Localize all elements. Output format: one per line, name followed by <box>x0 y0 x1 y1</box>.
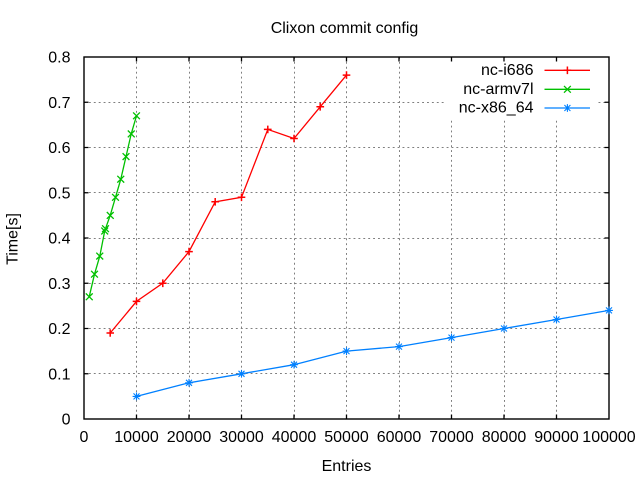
svg-text:nc-armv7l: nc-armv7l <box>463 81 533 98</box>
svg-text:90000: 90000 <box>534 429 579 446</box>
svg-text:20000: 20000 <box>167 429 212 446</box>
svg-text:40000: 40000 <box>272 429 317 446</box>
svg-text:0.7: 0.7 <box>44 95 71 112</box>
svg-text:0: 0 <box>80 429 89 446</box>
svg-text:0.3: 0.3 <box>44 276 71 293</box>
svg-text:0.1: 0.1 <box>44 366 71 383</box>
svg-text:nc-i686: nc-i686 <box>481 62 534 79</box>
svg-text:10000: 10000 <box>114 429 159 446</box>
svg-text:Clixon commit config: Clixon commit config <box>271 20 419 37</box>
svg-text:60000: 60000 <box>377 429 422 446</box>
svg-text:0.4: 0.4 <box>44 231 71 248</box>
svg-text:Time[s]: Time[s] <box>5 213 22 265</box>
svg-text:0: 0 <box>57 412 70 429</box>
svg-text:80000: 80000 <box>482 429 527 446</box>
svg-text:100000: 100000 <box>582 429 635 446</box>
svg-text:Entries: Entries <box>322 458 372 475</box>
svg-text:0.5: 0.5 <box>44 185 71 202</box>
svg-text:0.8: 0.8 <box>44 50 71 67</box>
svg-text:0.6: 0.6 <box>44 140 71 157</box>
svg-text:30000: 30000 <box>219 429 264 446</box>
svg-text:50000: 50000 <box>324 429 369 446</box>
svg-text:nc-x86_64: nc-x86_64 <box>459 100 534 117</box>
svg-text:70000: 70000 <box>429 429 474 446</box>
svg-text:0.2: 0.2 <box>44 321 71 338</box>
